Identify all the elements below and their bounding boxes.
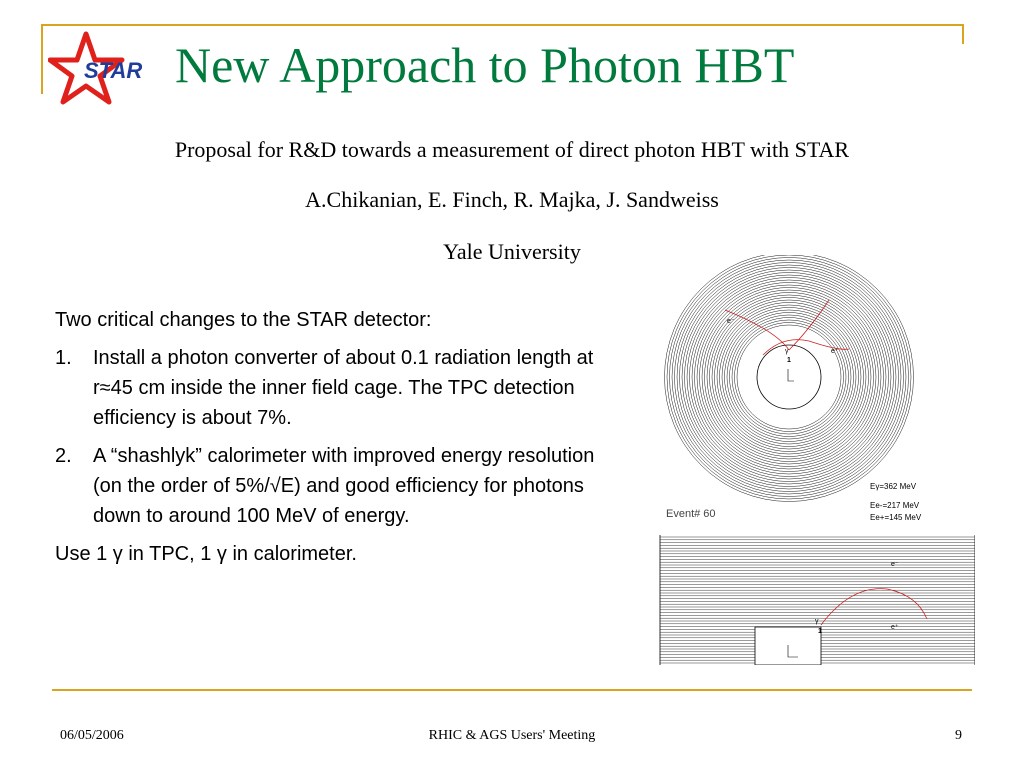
list-item: 1. Install a photon converter of about 0… [55, 343, 595, 433]
bottom-rule [52, 689, 972, 691]
pad-row-ring [671, 259, 907, 495]
pad-row-ring [696, 284, 882, 470]
pad-row-ring [694, 282, 884, 472]
list-text: Install a photon converter of about 0.1 … [93, 347, 594, 429]
footer-meeting: RHIC & AGS Users' Meeting [428, 728, 596, 743]
inner-field-cage [756, 344, 822, 410]
pad-row-ring [681, 269, 897, 485]
energy-eplus: Ee+=145 MeV [870, 513, 922, 522]
energy-gamma: Eγ=362 MeV [870, 482, 917, 491]
pad-row-ring [684, 272, 894, 482]
label-eminus-end: e⁻ [727, 318, 735, 325]
label-eplus-side: e⁺ [891, 624, 899, 631]
pad-row-ring [714, 302, 864, 452]
intro-text: Two critical changes to the STAR detecto… [55, 309, 432, 331]
pad-row-ring [686, 274, 892, 480]
pad-row-ring [699, 287, 879, 467]
pad-row-ring [734, 322, 844, 432]
label-gamma-side: γ [815, 618, 819, 625]
list-number: 1. [55, 347, 72, 369]
vertex-marker-side [787, 645, 798, 658]
vertex-marker-end [787, 369, 794, 382]
track-side [820, 588, 928, 626]
list-number: 2. [55, 445, 72, 467]
label-eminus-side: e⁻ [891, 561, 899, 568]
page-number: 9 [955, 728, 962, 743]
pad-row-ring [701, 289, 877, 465]
authors: A.Chikanian, E. Finch, R. Majka, J. Sand… [305, 187, 719, 212]
pad-row-ring [721, 309, 857, 445]
pad-row-ring [669, 257, 909, 497]
event-display-figure: e⁻ e⁺ γ 1 Eγ=362 MeV Ee-=217 MeV Ee+=145… [659, 255, 975, 665]
list-text: A “shashlyk” calorimeter with improved e… [93, 445, 595, 527]
pad-row-ring [716, 304, 862, 450]
pad-row-ring [676, 264, 902, 490]
pad-row-ring [704, 292, 874, 462]
slide-title: New Approach to Photon HBT [175, 37, 795, 93]
pad-row-ring [679, 267, 899, 487]
pad-row-ring [736, 324, 842, 430]
left-rule [41, 24, 43, 94]
energy-eminus: Ee-=217 MeV [870, 501, 920, 510]
pad-row-ring [724, 312, 854, 442]
pad-row-ring [711, 299, 867, 455]
label-one-end: 1 [787, 357, 791, 364]
star-logo-shape [48, 31, 125, 105]
pad-row-ring [726, 314, 852, 440]
label-gamma-end: γ [785, 348, 789, 355]
pad-row-ring [691, 279, 887, 475]
slide-subtitle: Proposal for R&D towards a measurement o… [174, 137, 850, 162]
label-eplus-end: e⁺ [831, 348, 839, 355]
electron-track-end-2 [724, 309, 790, 351]
positron-track-end [788, 299, 830, 351]
star-logo: STAR [48, 31, 142, 105]
closing-text: Use 1 γ in TPC, 1 γ in calorimeter. [55, 543, 357, 565]
pad-row-ring [664, 255, 914, 502]
event-label: Event# 60 [666, 508, 716, 520]
body-text: Two critical changes to the STAR detecto… [55, 305, 595, 569]
right-rule [962, 24, 964, 44]
pad-row-ring [689, 277, 889, 477]
pad-row-ring [666, 255, 912, 500]
pad-row-ring [706, 294, 872, 460]
pad-row-ring [729, 317, 849, 437]
label-one-side: 1 [818, 628, 822, 635]
pad-row-ring [719, 307, 859, 447]
top-rule [41, 24, 964, 26]
footer-date: 06/05/2006 [60, 728, 124, 743]
pad-row-ring [731, 319, 847, 435]
institution: Yale University [443, 239, 581, 264]
tpc-end-view [664, 255, 914, 502]
pad-row-ring [709, 297, 869, 457]
star-logo-text: STAR [84, 58, 142, 83]
pad-row-ring [674, 262, 904, 492]
list-item: 2. A “shashlyk” calorimeter with improve… [55, 441, 595, 531]
